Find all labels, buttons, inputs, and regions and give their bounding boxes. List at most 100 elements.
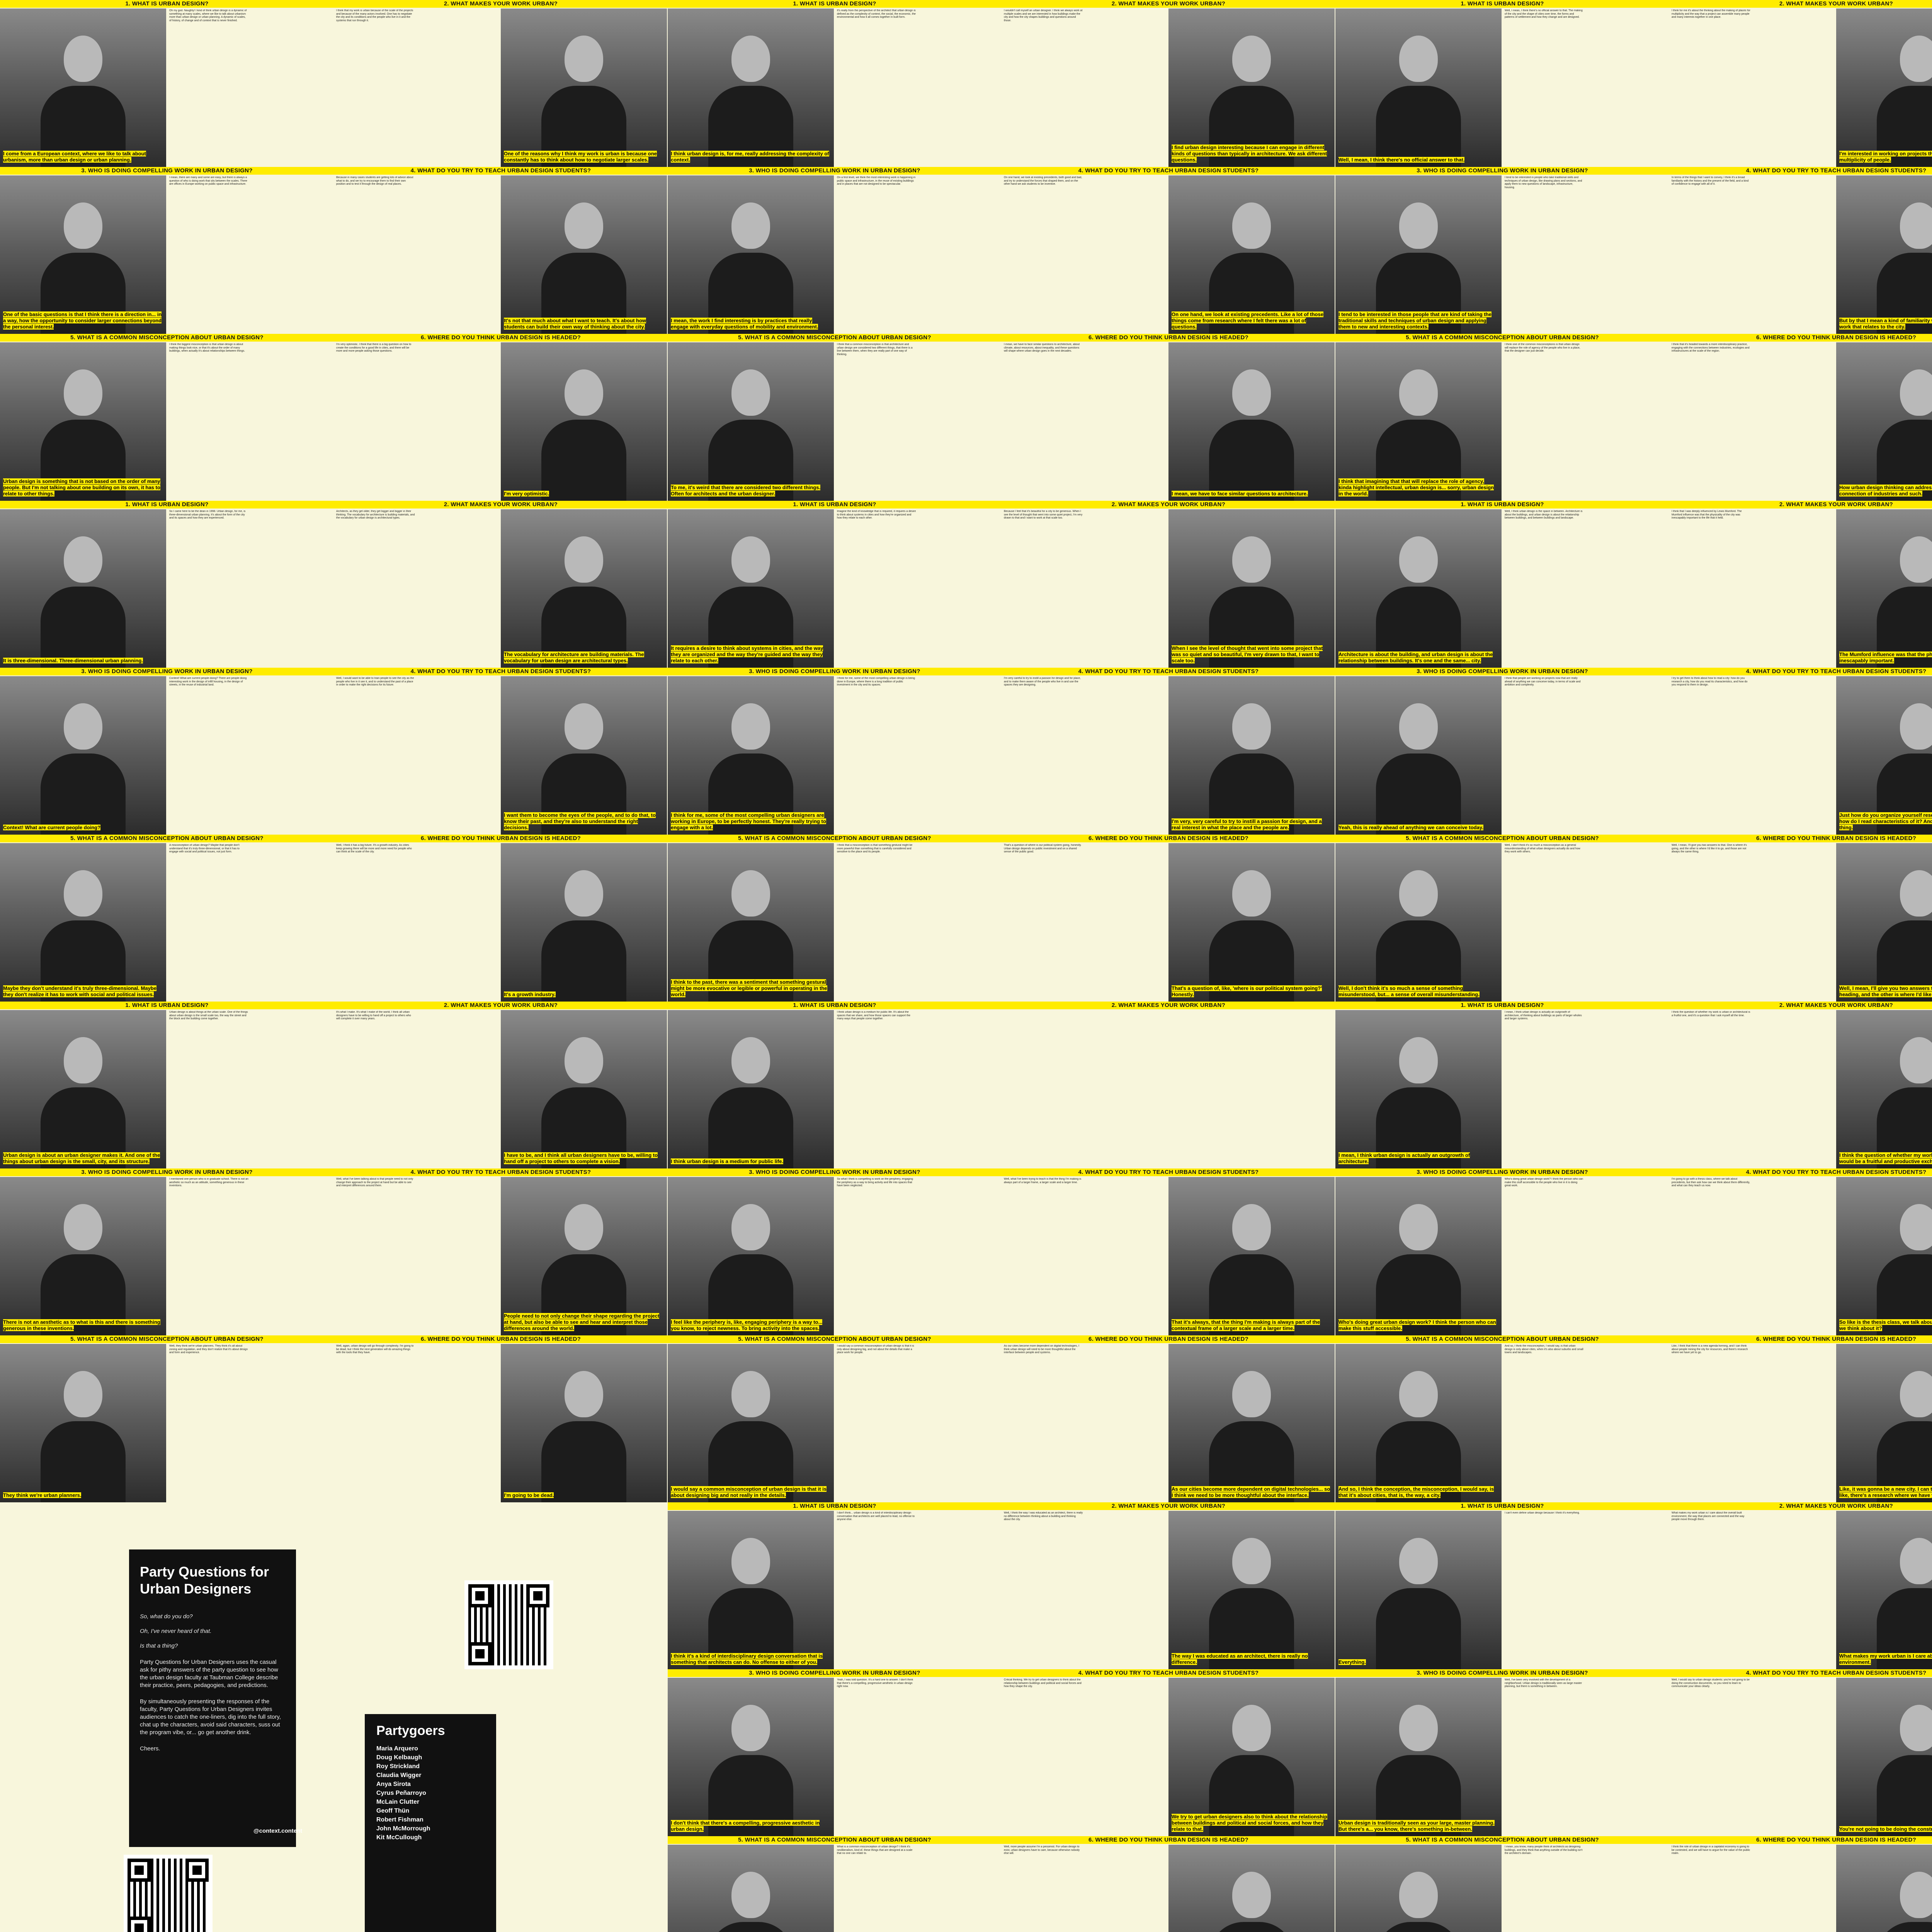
question-header: 2. WHAT MAKES YOUR WORK URBAN? <box>1669 501 1932 509</box>
pull-quote: On one hand, we look at existing precede… <box>1172 311 1332 330</box>
portrait-photo: Yeah, this is really ahead of anything w… <box>1335 676 1502 835</box>
interview-cell: 6. WHERE DO YOU THINK URBAN DESIGN IS HE… <box>1669 1335 1932 1502</box>
question-header: 4. WHAT DO YOU TRY TO TEACH URBAN DESIGN… <box>1669 1669 1932 1677</box>
question-header: 5. WHAT IS A COMMON MISCONCEPTION ABOUT … <box>1335 1335 1669 1343</box>
person-icon <box>1877 1538 1932 1669</box>
pull-quote: Maybe they don't understand it's truly t… <box>3 985 163 998</box>
pull-quote: That it's always, that the thing I'm mak… <box>1172 1319 1332 1332</box>
interview-cell: 2. WHAT MAKES YOUR WORK URBAN? When I see… <box>1002 501 1335 668</box>
interview-cell: 3. WHO IS DOING COMPELLING WORK IN URBAN… <box>1335 1168 1669 1335</box>
interview-cell: 2. WHAT MAKES YOUR WORK URBAN? I think th… <box>1669 1002 1932 1168</box>
partygoer-name: Claudia Wigger <box>376 1772 422 1779</box>
qr-code-icon[interactable] <box>464 1580 553 1669</box>
interview-transcript: Well, what I've been talking about is th… <box>336 1178 413 1187</box>
person-icon <box>1376 536 1461 668</box>
person-icon <box>1877 536 1932 668</box>
party-line-1: So, what do you do? <box>140 1613 193 1620</box>
interview-transcript: It's really from the perspective of the … <box>837 9 916 19</box>
question-header: 6. WHERE DO YOU THINK URBAN DESIGN IS HE… <box>334 835 668 842</box>
pull-quote-text: It requires a desire to think about syst… <box>671 645 823 663</box>
question-header: 6. WHERE DO YOU THINK URBAN DESIGN IS HE… <box>1002 1335 1335 1343</box>
pull-quote: Well, I don't think it's so much a sense… <box>1338 985 1498 998</box>
person-icon <box>1877 36 1932 167</box>
portrait-photo: I don't think that there's a compelling,… <box>668 1678 834 1836</box>
pull-quote-text: They think we're urban planners. <box>3 1492 82 1498</box>
pull-quote-text: Urban design is traditionally seen as yo… <box>1338 1820 1495 1832</box>
interview-cell: 4. WHAT DO YOU TRY TO TEACH URBAN DESIGN… <box>1669 1669 1932 1836</box>
portrait-photo: Well, I mean, I'll give you two answers … <box>1836 843 1932 1002</box>
portrait-photo: I mean, I think urban design is actually… <box>1335 1010 1502 1168</box>
interview-transcript: I think that I was deeply influenced by … <box>1672 510 1742 520</box>
portrait-photo: I'm very, very careful to try to instill… <box>1168 676 1335 835</box>
portrait-photo: But by that I mean a kind of familiarity… <box>1836 175 1932 334</box>
question-header: 2. WHAT MAKES YOUR WORK URBAN? <box>1002 501 1335 509</box>
interview-cell: 6. WHERE DO YOU THINK URBAN DESIGN IS HE… <box>1002 1335 1335 1502</box>
question-header: 3. WHO IS DOING COMPELLING WORK IN URBAN… <box>1335 1669 1669 1677</box>
person-icon <box>708 369 793 501</box>
interview-cell: 4. WHAT DO YOU TRY TO TEACH URBAN DESIGN… <box>334 167 668 334</box>
partygoer-name: Robert Fishman <box>376 1816 423 1823</box>
social-handle[interactable]: @context.content <box>253 1826 302 1836</box>
pull-quote: That's a question of, like, 'where is ou… <box>1172 985 1332 998</box>
portrait-photo: The vocabulary for architecture are buil… <box>501 509 667 668</box>
interview-transcript: Who's doing great urban design work? I t… <box>1505 1178 1583 1187</box>
interview-cell: 5. WHAT IS A COMMON MISCONCEPTION ABOUT … <box>0 334 334 501</box>
person-icon <box>1376 1037 1461 1168</box>
interview-transcript: What makes my work urban is I care about… <box>1672 1512 1745 1521</box>
interview-cell: 2. WHAT MAKES YOUR WORK URBAN? The way I … <box>1002 1502 1335 1669</box>
person-icon <box>541 369 626 501</box>
pull-quote: We try to get urban designers also to th… <box>1172 1814 1332 1832</box>
person-icon <box>541 870 626 1002</box>
interview-cell: 1. WHAT IS URBAN DESIGN? I think urban de… <box>668 1002 1002 1168</box>
partygoers-list: Maria Arquero Doug Kelbaugh Roy Strickland… <box>376 1744 485 1842</box>
interview-transcript: Because in many cases students are getti… <box>336 176 413 186</box>
pull-quote: There is not an aesthetic as to what is … <box>3 1319 163 1332</box>
pull-quote-text: Well, I mean, I'll give you two answers … <box>1839 985 1932 997</box>
pull-quote: I find urban design interesting because … <box>1172 145 1332 163</box>
interview-transcript: Well, I would want to be able to train p… <box>336 677 414 687</box>
portrait-photo: There is not an aesthetic as to what is … <box>0 1177 166 1335</box>
question-header: 5. WHAT IS A COMMON MISCONCEPTION ABOUT … <box>0 1335 334 1343</box>
interview-transcript: What is a common misconception of urban … <box>837 1845 913 1855</box>
interview-transcript: I can't even define urban design because… <box>1505 1512 1580 1514</box>
portrait-photo: I think to the past, there was a sentime… <box>668 843 834 1002</box>
interview-transcript: I think that a common misconception is t… <box>837 343 913 356</box>
pull-quote-text: I don't think that there's a compelling,… <box>671 1820 820 1832</box>
person-icon <box>41 1371 126 1502</box>
interview-cell: 3. WHO IS DOING COMPELLING WORK IN URBAN… <box>0 668 334 835</box>
question-header: 2. WHAT MAKES YOUR WORK URBAN? <box>1669 1502 1932 1510</box>
pull-quote-text: I think the question of whether my work … <box>1839 1152 1932 1164</box>
person-icon <box>541 536 626 668</box>
interview-cell: 1. WHAT IS URBAN DESIGN? Architecture is … <box>1335 501 1669 668</box>
interview-transcript: I mentioned one person who is in graduat… <box>169 1178 248 1187</box>
qr-code-icon[interactable] <box>124 1855 213 1932</box>
question-header: 6. WHERE DO YOU THINK URBAN DESIGN IS HE… <box>1669 1836 1932 1844</box>
portrait-photo: On one hand, we look at existing precede… <box>1168 175 1335 334</box>
pull-quote-text: Urban design is about an urban designer … <box>3 1152 160 1164</box>
portrait-photo: I'm going to be dead. <box>501 1344 667 1502</box>
portrait-photo: We try to get urban designers also to th… <box>1168 1678 1335 1836</box>
pull-quote-text: So like is the thesis class, we talk abo… <box>1839 1319 1932 1331</box>
question-header: 1. WHAT IS URBAN DESIGN? <box>0 501 334 509</box>
pull-quote: What makes my work urban is I care about… <box>1839 1653 1932 1665</box>
interview-transcript: I mean, we have to face similar question… <box>1004 343 1080 353</box>
interview-transcript: Yeah, I was told question. It's a hard o… <box>837 1679 913 1688</box>
pull-quote-text: Well, I don't think it's so much a sense… <box>1338 985 1480 997</box>
pull-quote-text: Like, it was gonna be a new city. I can … <box>1839 1486 1932 1498</box>
interview-transcript: So what I think is compelling is work on… <box>837 1178 913 1187</box>
person-icon <box>1209 870 1294 1002</box>
portrait-photo: I want them to become the eyes of the pe… <box>501 676 667 835</box>
interview-cell: 4. WHAT DO YOU TRY TO TEACH URBAN DESIGN… <box>1002 1168 1335 1335</box>
interview-transcript: Imagine the kind of knowledge that is re… <box>837 510 916 520</box>
pull-quote-text: I tend to be interested in those people … <box>1338 311 1492 330</box>
pull-quote: Context! What are current people doing? <box>3 825 163 831</box>
pull-quote-text: I'm going to be dead. <box>504 1492 554 1498</box>
question-header: 6. WHERE DO YOU THINK URBAN DESIGN IS HE… <box>1669 835 1932 842</box>
interview-cell: 1. WHAT IS URBAN DESIGN? It requires a de… <box>668 501 1002 668</box>
pull-quote: People need to not only change their sha… <box>504 1313 664 1332</box>
pull-quote: So like is the thesis class, we talk abo… <box>1839 1319 1932 1332</box>
portrait-photo: I think the role of urban design is a ca… <box>1836 1845 1932 1932</box>
person-icon <box>1877 202 1932 334</box>
person-icon <box>41 36 126 167</box>
